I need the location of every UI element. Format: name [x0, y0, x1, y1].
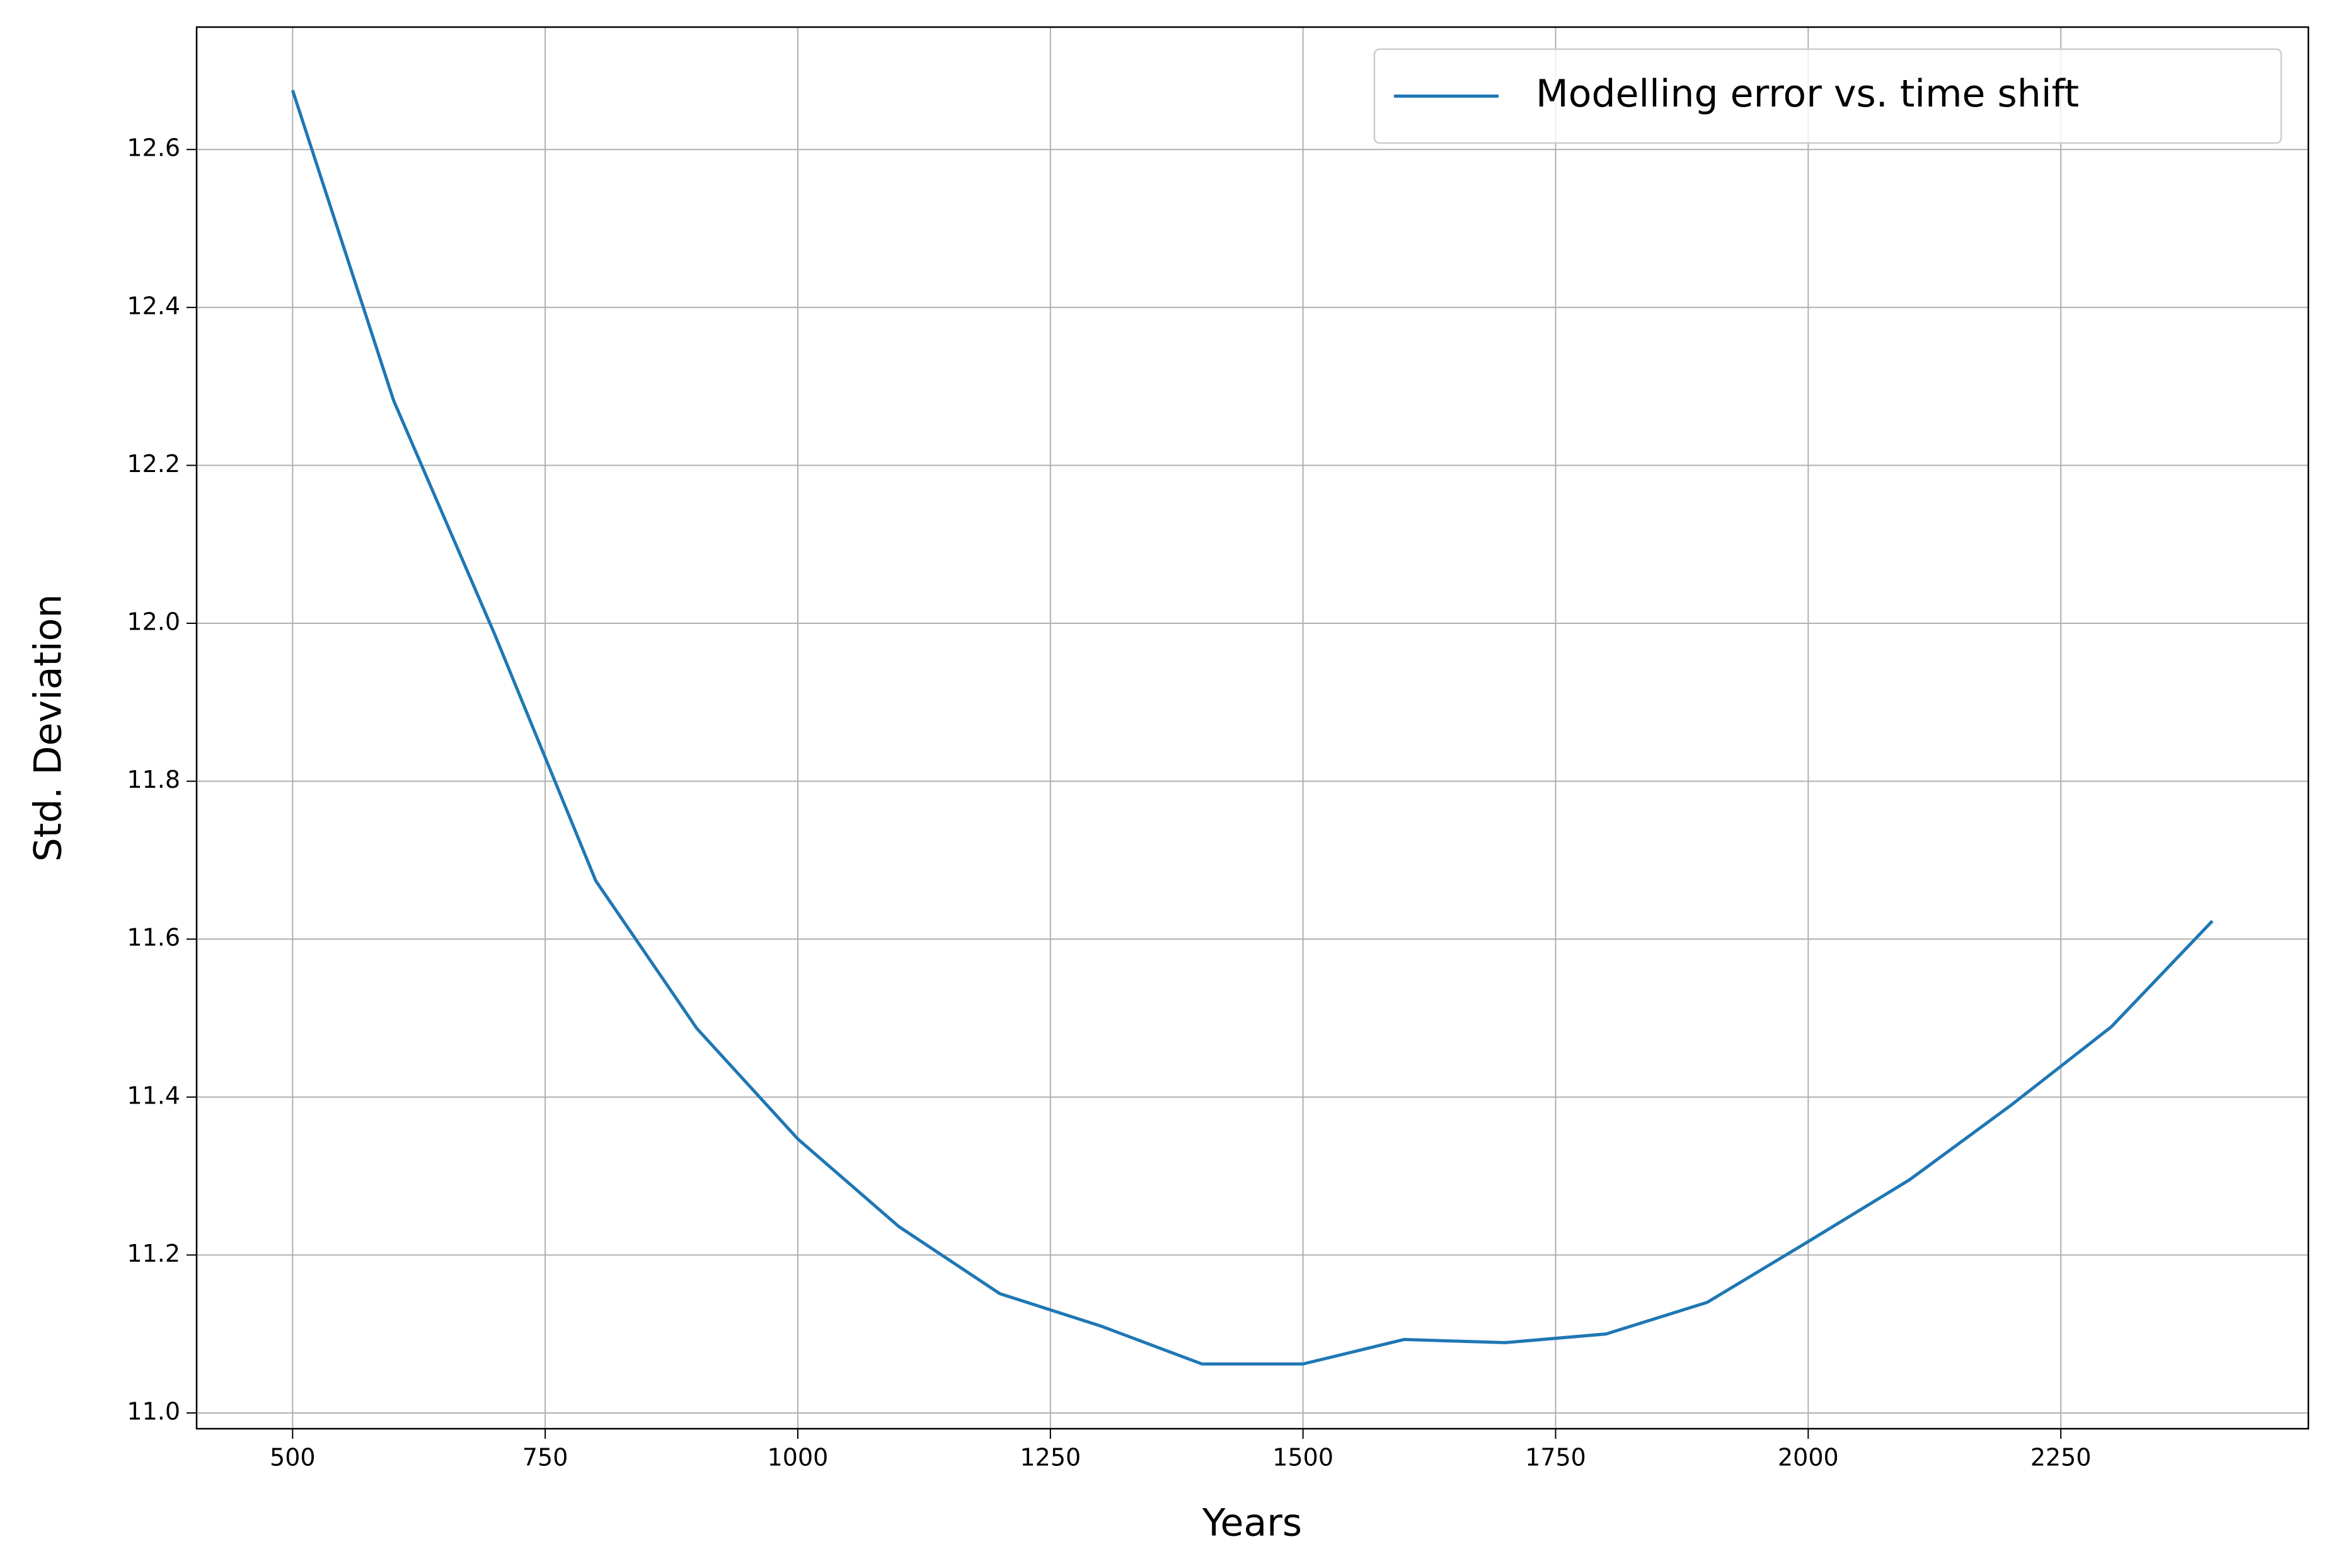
x-tick-label: 1000 [768, 1444, 829, 1472]
x-tick-label: 1250 [1020, 1444, 1081, 1472]
y-tick-label: 11.4 [127, 1081, 180, 1109]
x-tick-label: 500 [270, 1444, 316, 1472]
y-tick-label: 12.4 [127, 292, 180, 320]
x-tick-label: 1750 [1525, 1444, 1586, 1472]
y-tick-label: 12.6 [127, 134, 180, 162]
y-tick-label: 11.0 [127, 1397, 180, 1425]
y-axis-label: Std. Deviation [26, 594, 71, 862]
x-tick-label: 1500 [1272, 1444, 1333, 1472]
x-tick-label: 2250 [2030, 1444, 2092, 1472]
y-tick-label: 11.8 [127, 766, 180, 793]
y-tick-label: 11.6 [127, 924, 180, 952]
y-tick-label: 12.2 [127, 450, 180, 478]
plot-frame [195, 26, 2310, 1430]
y-tick-label: 12.0 [127, 608, 180, 635]
x-axis-label: Years [1202, 1501, 1302, 1545]
legend-box [1373, 48, 2283, 144]
x-tick-label: 750 [522, 1444, 568, 1472]
legend-label: Modelling error vs. time shift [1536, 72, 2079, 116]
y-tick-label: 11.2 [127, 1240, 180, 1267]
line [291, 89, 2214, 1366]
x-tick-label: 2000 [1778, 1444, 1839, 1472]
